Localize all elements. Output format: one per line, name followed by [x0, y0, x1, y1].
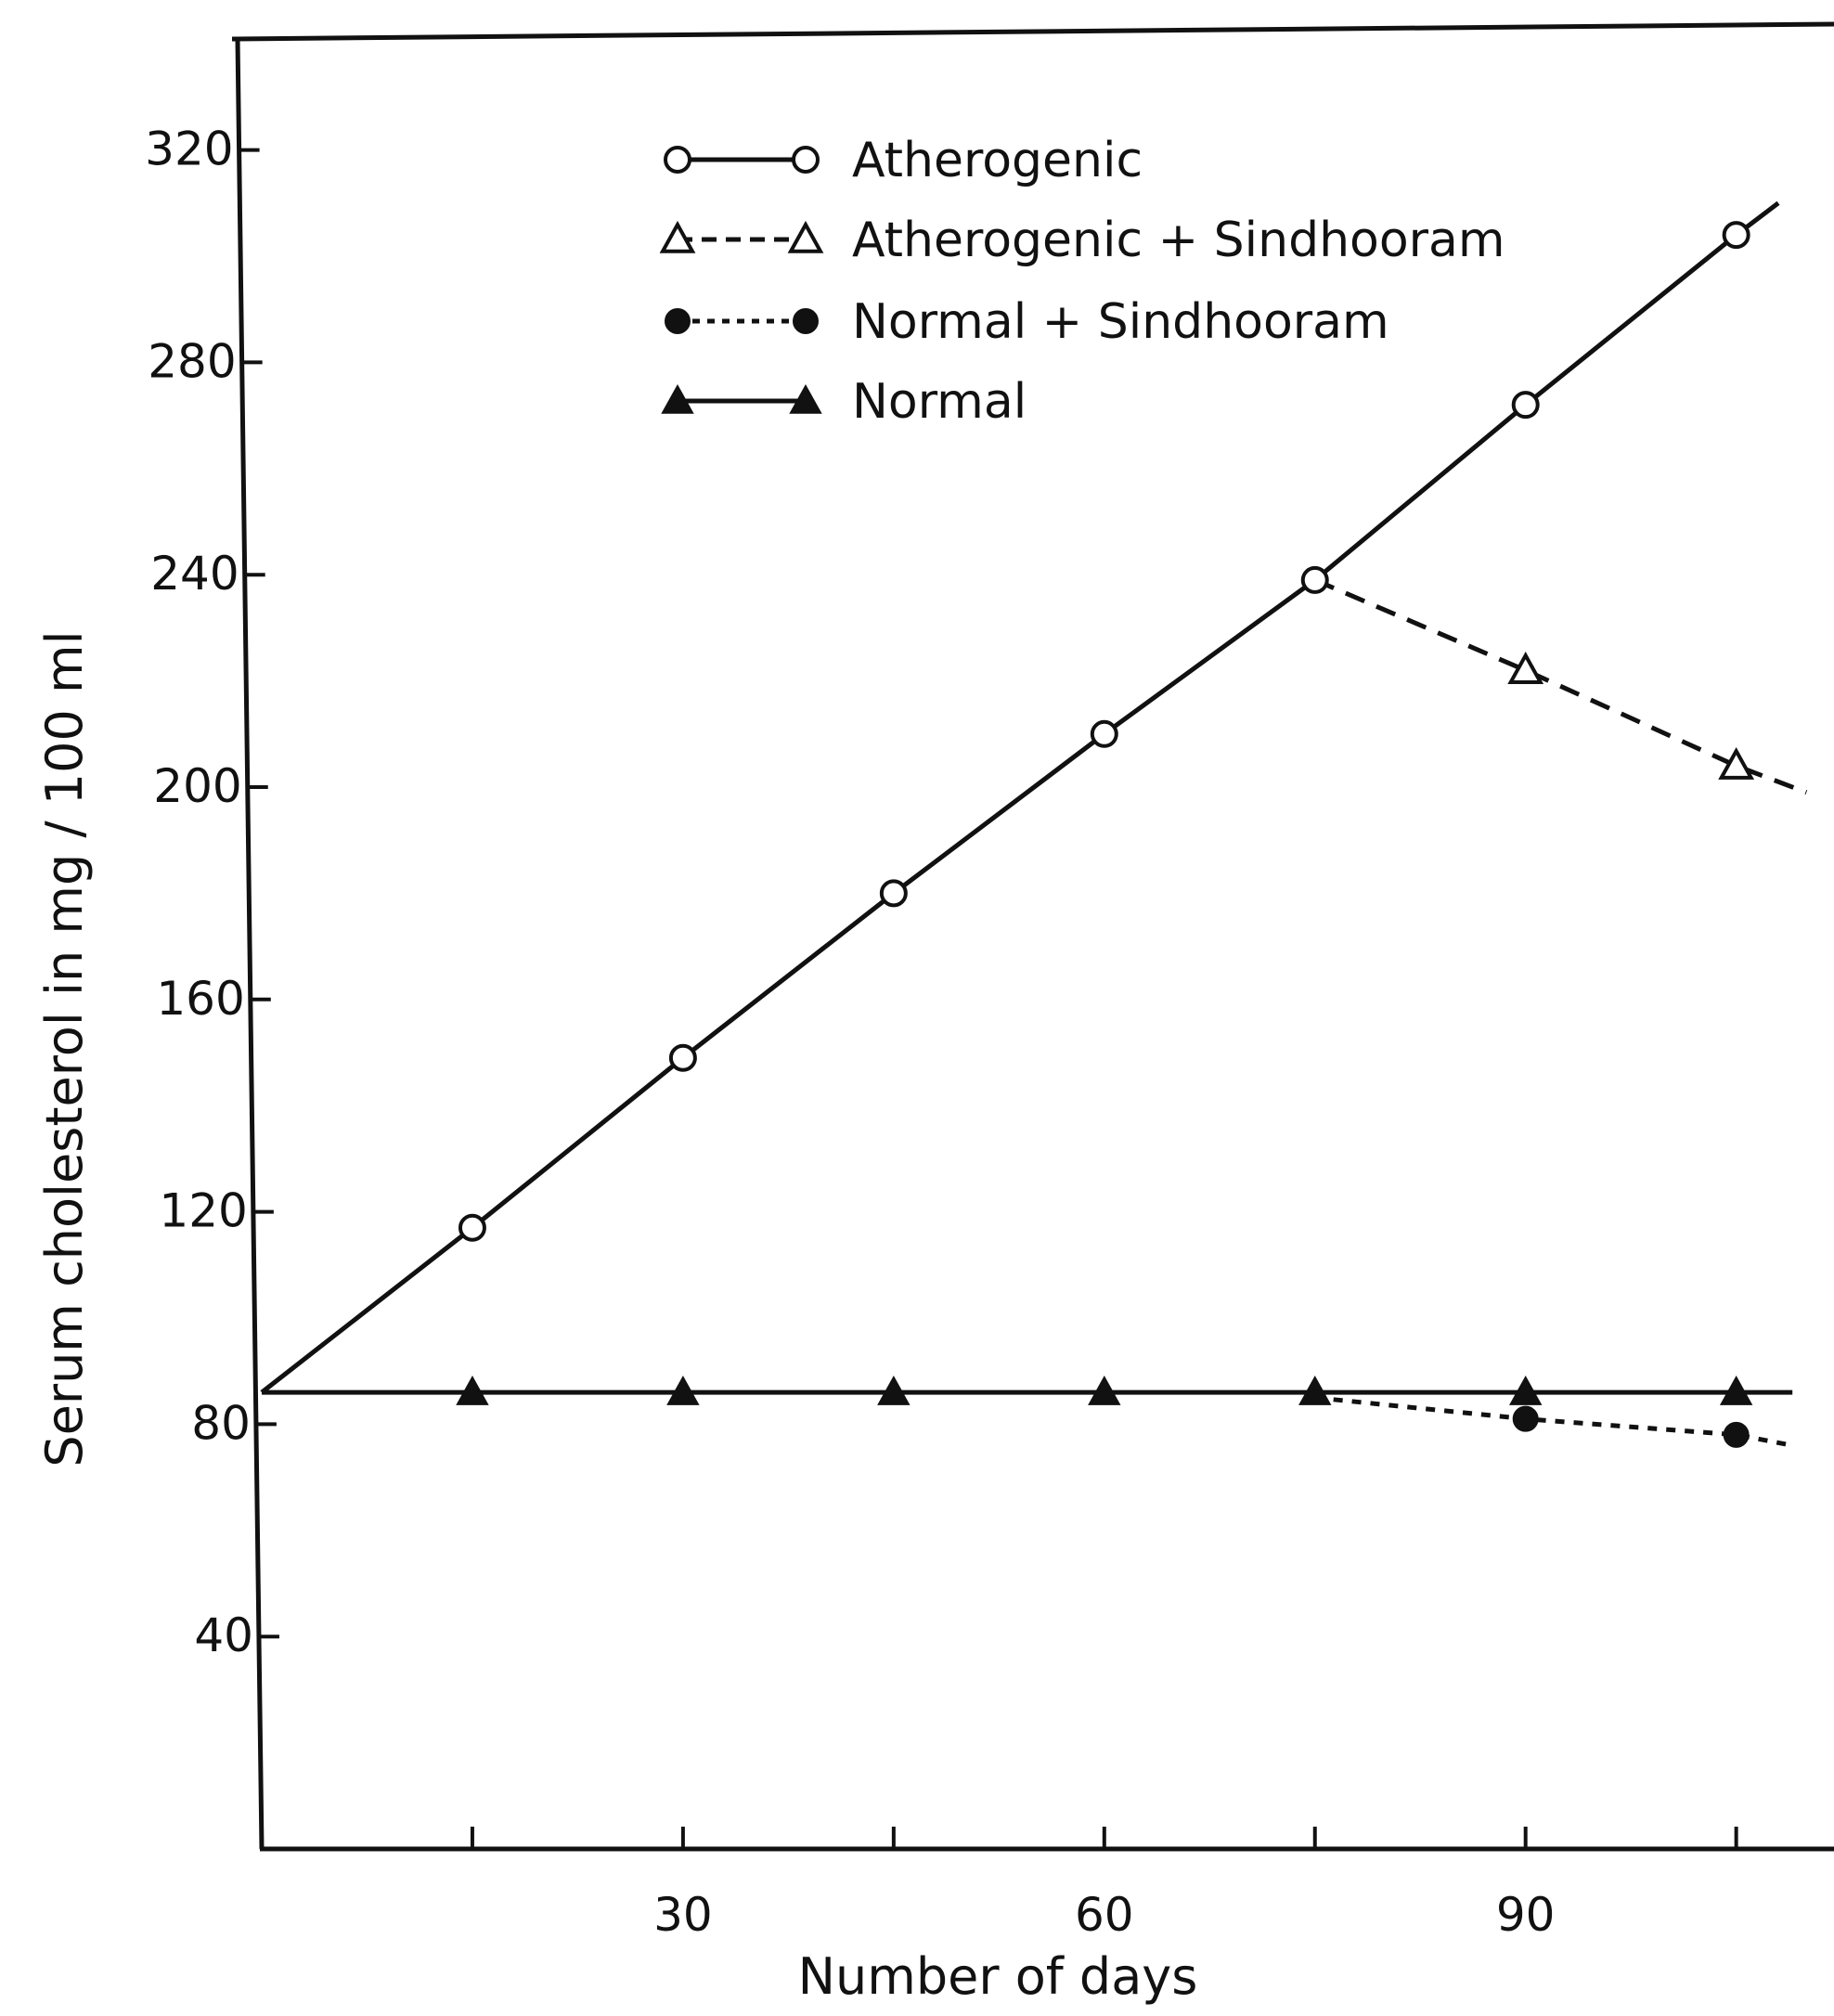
y-tick-label-80: 80 — [191, 1396, 251, 1450]
x-tick-label-90: 90 — [1496, 1888, 1556, 1942]
series-3 — [262, 1376, 1793, 1405]
point-2-1 — [1512, 1405, 1539, 1432]
series-1 — [1313, 577, 1808, 795]
series-2 — [1314, 1395, 1793, 1448]
point-0-3 — [879, 879, 908, 908]
point-1-2 — [1718, 747, 1755, 780]
legend-label-3: Normal — [852, 374, 1027, 430]
legend-marker-start-0 — [664, 146, 691, 174]
x-axis-label: Number of days — [798, 1947, 1198, 2006]
y-ticks: 40 80 120 160 200 240 280 320 — [145, 123, 279, 1662]
legend-marker-start-2 — [665, 308, 691, 334]
y-axis-label: Serum cholesterol in mg / 100 ml — [35, 630, 94, 1467]
point-0-1 — [458, 1213, 486, 1242]
legend-marker-start-3 — [661, 383, 694, 414]
y-axis-line — [235, 38, 265, 1850]
point-2-2 — [1723, 1421, 1750, 1448]
legend-marker-end-2 — [793, 308, 819, 334]
point-3-2 — [666, 1376, 700, 1405]
point-3-1 — [456, 1376, 489, 1405]
y-tick-label-120: 120 — [159, 1184, 247, 1238]
series-line-2 — [1314, 1395, 1793, 1448]
frame-top — [231, 21, 1834, 42]
y-tick-label-240: 240 — [150, 547, 239, 601]
legend-label-1: Atherogenic + Sindhooram — [852, 213, 1505, 268]
point-0-4 — [1090, 719, 1118, 748]
point-0-2 — [668, 1043, 697, 1072]
point-3-6 — [1509, 1376, 1543, 1405]
y-tick-label-40: 40 — [194, 1609, 253, 1662]
point-3-3 — [877, 1376, 911, 1405]
y-tick-label-280: 280 — [148, 334, 236, 388]
point-0-6 — [1511, 391, 1540, 420]
x-ticks: 30 60 90 — [470, 1827, 1738, 1942]
series-line-1 — [1313, 577, 1808, 795]
point-3-4 — [1088, 1376, 1121, 1405]
plot-frame — [231, 21, 1834, 1852]
legend-label-0: Atherogenic — [852, 133, 1143, 188]
x-tick-label-30: 30 — [653, 1888, 713, 1942]
series-layer — [260, 200, 1808, 1448]
point-3-7 — [1719, 1376, 1753, 1405]
legend-marker-end-0 — [792, 146, 820, 174]
legend-marker-end-3 — [789, 383, 822, 414]
point-0-7 — [1722, 221, 1750, 250]
point-1-1 — [1507, 652, 1544, 684]
x-tick-label-60: 60 — [1075, 1888, 1134, 1942]
legend: Atherogenic Atherogenic + Sindhooram Norma… — [659, 133, 1505, 430]
legend-label-2: Normal + Sindhooram — [852, 294, 1389, 350]
series-0 — [260, 200, 1780, 1395]
legend-marker-start-1 — [659, 220, 696, 253]
y-tick-label-200: 200 — [153, 759, 241, 813]
point-0-5 — [1300, 565, 1329, 594]
legend-marker-end-1 — [787, 220, 824, 253]
y-tick-label-160: 160 — [156, 972, 244, 1026]
y-tick-label-320: 320 — [145, 123, 233, 176]
